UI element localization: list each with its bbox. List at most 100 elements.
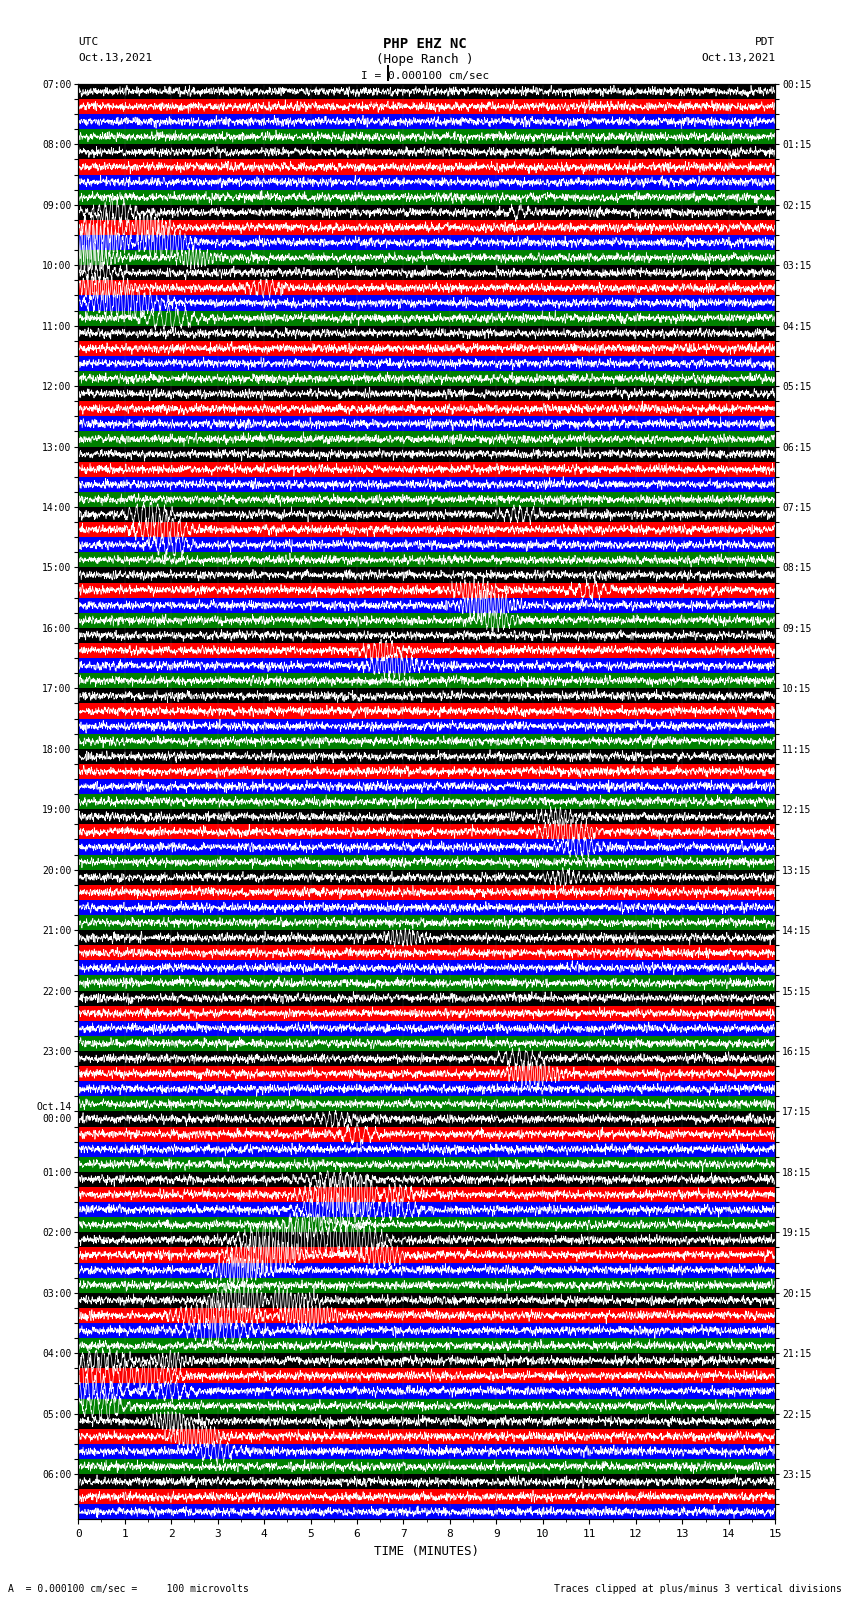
Text: Traces clipped at plus/minus 3 vertical divisions: Traces clipped at plus/minus 3 vertical … [553, 1584, 842, 1594]
Bar [78, 765, 775, 779]
Bar [78, 1126, 775, 1142]
Bar [78, 431, 775, 447]
Bar [78, 1277, 775, 1292]
Text: I = 0.000100 cm/sec: I = 0.000100 cm/sec [361, 71, 489, 81]
Bar [78, 1173, 775, 1187]
Bar [78, 326, 775, 340]
Bar [78, 1339, 775, 1353]
Text: PHP EHZ NC: PHP EHZ NC [383, 37, 467, 52]
Bar [78, 1142, 775, 1157]
Bar [78, 839, 775, 855]
Bar [78, 281, 775, 295]
Bar [78, 1398, 775, 1413]
Bar [78, 855, 775, 869]
Bar [78, 748, 775, 765]
Bar [78, 1323, 775, 1339]
Bar [78, 371, 775, 386]
Bar [78, 386, 775, 402]
Bar [78, 1353, 775, 1368]
Bar [78, 205, 775, 219]
X-axis label: TIME (MINUTES): TIME (MINUTES) [374, 1545, 479, 1558]
Text: Oct.13,2021: Oct.13,2021 [701, 53, 775, 63]
Bar [78, 598, 775, 613]
Bar [78, 582, 775, 598]
Bar [78, 1066, 775, 1081]
Bar [78, 1444, 775, 1460]
Bar [78, 1021, 775, 1036]
Bar [78, 1036, 775, 1052]
Bar [78, 416, 775, 431]
Bar [78, 98, 775, 115]
Bar [78, 1413, 775, 1429]
Bar [78, 1505, 775, 1519]
Bar [78, 644, 775, 658]
Bar [78, 295, 775, 311]
Bar [78, 461, 775, 477]
Bar [78, 1474, 775, 1489]
Text: UTC: UTC [78, 37, 99, 47]
Bar [78, 990, 775, 1005]
Bar [78, 1097, 775, 1111]
Bar [78, 613, 775, 627]
Bar [78, 115, 775, 129]
Bar [78, 1308, 775, 1323]
Bar [78, 1292, 775, 1308]
Bar [78, 1081, 775, 1097]
Bar [78, 219, 775, 235]
Bar [78, 1005, 775, 1021]
Bar [78, 960, 775, 976]
Bar [78, 734, 775, 748]
Bar [78, 1202, 775, 1218]
Bar [78, 235, 775, 250]
Bar [78, 506, 775, 523]
Bar [78, 779, 775, 794]
Bar [78, 1384, 775, 1398]
Bar [78, 945, 775, 960]
Bar [78, 689, 775, 703]
Bar [78, 627, 775, 644]
Bar [78, 976, 775, 990]
Bar [78, 250, 775, 265]
Bar [78, 356, 775, 371]
Bar [78, 265, 775, 281]
Bar [78, 1187, 775, 1202]
Bar [78, 537, 775, 552]
Bar [78, 144, 775, 160]
Bar [78, 311, 775, 326]
Bar [78, 129, 775, 144]
Bar [78, 673, 775, 689]
Bar [78, 1247, 775, 1263]
Bar [78, 1218, 775, 1232]
Bar [78, 568, 775, 582]
Bar [78, 552, 775, 568]
Bar [78, 1111, 775, 1126]
Bar [78, 1460, 775, 1474]
Bar [78, 477, 775, 492]
Bar [78, 1052, 775, 1066]
Bar [78, 931, 775, 945]
Bar [78, 658, 775, 673]
Bar [78, 190, 775, 205]
Text: (Hope Ranch ): (Hope Ranch ) [377, 53, 473, 66]
Text: Oct.13,2021: Oct.13,2021 [78, 53, 152, 63]
Bar [78, 84, 775, 98]
Bar [78, 160, 775, 174]
Bar [78, 402, 775, 416]
Bar [78, 869, 775, 886]
Bar [78, 1368, 775, 1384]
Bar [78, 915, 775, 931]
Bar [78, 1232, 775, 1247]
Bar [78, 1263, 775, 1277]
Bar [78, 886, 775, 900]
Bar [78, 492, 775, 506]
Bar [78, 523, 775, 537]
Bar [78, 447, 775, 461]
Bar [78, 1429, 775, 1444]
Bar [78, 900, 775, 915]
Bar [78, 718, 775, 734]
Bar [78, 1157, 775, 1173]
Text: PDT: PDT [755, 37, 775, 47]
Bar [78, 794, 775, 810]
Bar [78, 703, 775, 718]
Bar [78, 340, 775, 356]
